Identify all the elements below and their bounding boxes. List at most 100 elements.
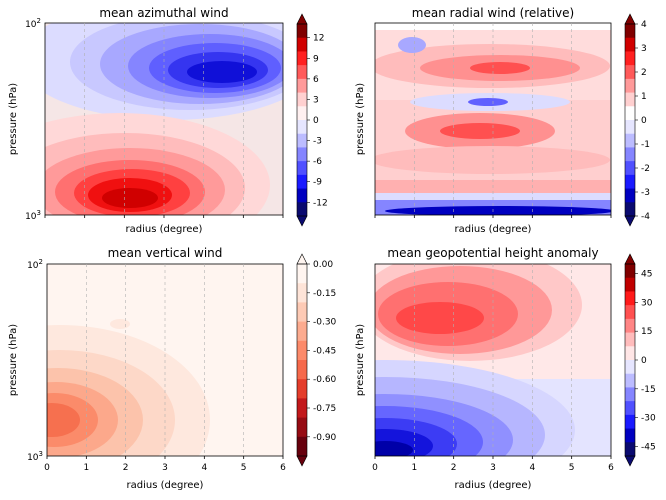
colorbar-tick-label: -6 [313, 157, 322, 167]
colorbar-band [625, 133, 635, 148]
colorbar-tick-label: 0 [313, 116, 319, 126]
colorbar-radial: 4 3 2 1 0 -1 -2 -3 -4 [624, 13, 650, 227]
colorbar-band [297, 283, 307, 303]
colorbar-tick-label: -15 [641, 385, 656, 395]
vgrid-vertical [86, 264, 244, 456]
xtick-label: 3 [162, 463, 168, 473]
colorbar-tick-label: 30 [641, 298, 653, 308]
xtick-label: 1 [411, 463, 417, 473]
colorbar-band [625, 161, 635, 176]
xticks-geopotential: 0 1 2 3 4 5 6 [372, 456, 614, 473]
colorbar-band [625, 264, 635, 279]
colorbar-band [625, 277, 635, 292]
colorbar-frame [296, 263, 308, 457]
ylabel-geopotential: pressure (hPa) [355, 324, 366, 396]
xtick-label: 3 [490, 463, 496, 473]
colorbar-tick-label: -30 [641, 414, 656, 424]
colorbar-band [297, 321, 307, 342]
colorbar-band [625, 332, 635, 347]
colorbar-band [625, 346, 635, 361]
ytick-1e2-vertical: 102 [27, 258, 43, 271]
colorbar-band [625, 120, 635, 135]
panel-geopotential: 0 1 2 3 4 5 6 mean geopotential height anomaly… [355, 246, 614, 491]
colorbar-band [297, 78, 307, 94]
colorbar-band [297, 264, 307, 284]
colorbar-band [297, 188, 307, 203]
colorbar-band [625, 65, 635, 80]
panel-vertical-wind: 0 1 2 3 4 5 6 mean vertical wind radius (degre… [8, 246, 286, 491]
colorbar-band [625, 305, 635, 320]
colorbar-band [625, 360, 635, 375]
colorbar-extend-bottom [624, 455, 636, 467]
azimuthal-field [45, 23, 283, 215]
colorbar-tick-label: 0.00 [313, 260, 333, 270]
xlabel-vertical: radius (degree) [127, 480, 204, 491]
colorbar-tick-label: -0.15 [313, 289, 336, 299]
colorbar-band [625, 37, 635, 52]
colorbar-band [625, 401, 635, 416]
title-geopotential: mean geopotential height anomaly [387, 246, 598, 260]
colorbar-tick-label: -0.75 [313, 404, 336, 414]
colorbar-band [625, 428, 635, 443]
ytick-1e3-azimuthal: 103 [25, 209, 41, 222]
colorbar-band [297, 106, 307, 121]
colorbar-tick-label: -1 [641, 140, 650, 150]
colorbar-band [297, 51, 307, 66]
xtick-label: 4 [201, 463, 207, 473]
xlabel-geopotential: radius (degree) [455, 480, 532, 491]
colorbar-band [297, 398, 307, 419]
ylabel-azimuthal: pressure (hPa) [8, 83, 19, 155]
colorbar-band [625, 188, 635, 203]
colorbar-band [297, 417, 307, 438]
colorbar-band [297, 161, 307, 176]
colorbar-tick-label: 9 [313, 54, 319, 64]
colorbar-band [625, 202, 635, 217]
colorbar-band [297, 360, 307, 380]
colorbar-tick-label: -2 [641, 164, 650, 174]
colorbar-band [625, 442, 635, 457]
vgrid-geopotential [414, 264, 572, 456]
colorbar-extend-bottom [296, 215, 308, 227]
xlabel-radial: radius (degree) [455, 224, 532, 235]
colorbar-tick-label: 15 [641, 327, 652, 337]
colorbar-band [625, 174, 635, 190]
colorbar-band [297, 202, 307, 217]
colorbar-extend-top [296, 13, 308, 25]
xtick-label: 2 [123, 463, 129, 473]
colorbar-band [625, 373, 635, 388]
colorbar-tick-label: 0 [641, 116, 647, 126]
colorbar-band [297, 147, 307, 162]
colorbar-tick-label: 0 [641, 356, 647, 366]
colorbar-band [297, 65, 307, 80]
colorbar-tick-label: -45 [641, 442, 656, 452]
vgrid-azimuthal [44, 23, 284, 218]
colorbar-extend-bottom [296, 455, 308, 467]
xtick-label: 5 [569, 463, 575, 473]
colorbar-tick-label: 6 [313, 75, 319, 85]
colorbar-band [297, 133, 307, 148]
xtick-label: 0 [44, 463, 50, 473]
colorbar-band [297, 92, 307, 107]
colorbar-tick-label: -0.90 [313, 433, 337, 443]
radial-field [375, 23, 611, 215]
title-vertical: mean vertical wind [108, 246, 223, 260]
colorbar-tick-label: -12 [313, 198, 328, 208]
colorbar-extend-top [624, 253, 636, 265]
xtick-label: 6 [280, 463, 286, 473]
colorbar-extend-top [296, 253, 308, 265]
colorbar-band [625, 24, 635, 39]
xtick-label: 1 [83, 463, 89, 473]
panel-azimuthal-wind: mean azimuthal wind radius (degree) pres… [8, 6, 284, 235]
xticks-vertical: 0 1 2 3 4 5 6 [44, 456, 286, 473]
colorbar-band [297, 302, 307, 323]
colorbar-tick-label: -4 [641, 212, 650, 222]
colorbar-tick-label: 3 [313, 95, 319, 105]
colorbar-band [625, 78, 635, 94]
ylabel-vertical: pressure (hPa) [8, 324, 19, 396]
colorbar-band [297, 120, 307, 135]
colorbar-band [625, 92, 635, 107]
colorbar-tick-label: 2 [641, 68, 647, 78]
vgrid-radial [374, 23, 612, 218]
colorbar-band [297, 436, 307, 457]
